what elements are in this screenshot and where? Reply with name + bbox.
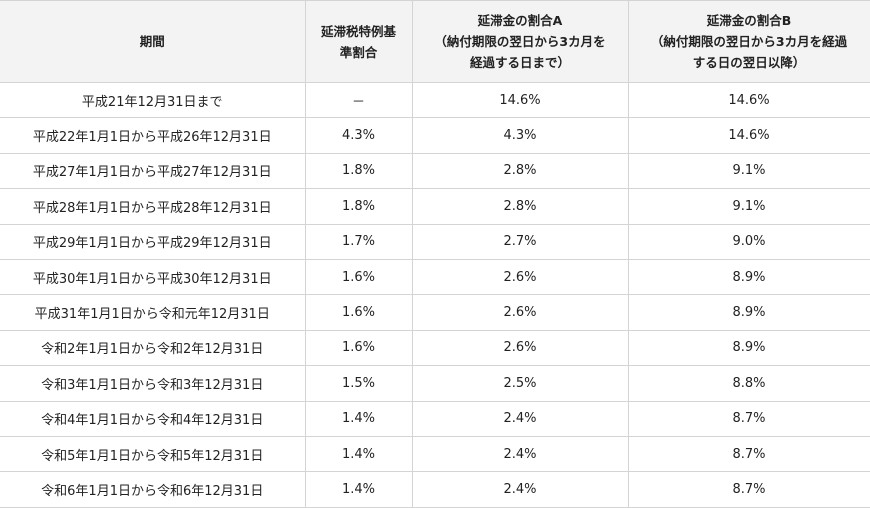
table-cell: 2.4% <box>411 400 629 437</box>
table-cell: 令和5年1月1日から令和5年12月31日 <box>0 435 306 473</box>
table-cell: 9.0% <box>627 223 870 260</box>
table-cell: 2.8% <box>411 188 629 225</box>
table-cell: 1.6% <box>304 294 413 331</box>
header-line: 延滞税特例基 <box>320 23 396 39</box>
header-cell: 延滞税特例基 準割合 <box>304 0 413 83</box>
table-cell: 8.9% <box>627 258 870 296</box>
table-cell: 2.6% <box>411 258 629 296</box>
header-row: 期間 延滞税特例基 準割合 延滞金の割合A （納付期限の翌日から3カ月を 経過する日まで）… <box>0 0 870 83</box>
table-cell: 2.6% <box>411 329 629 367</box>
header-cell: 延滞金の割合B （納付期限の翌日から3カ月を経過 する日の翌日以降） <box>627 0 870 83</box>
table-cell: 8.9% <box>627 329 870 367</box>
table-cell: 2.4% <box>411 435 629 473</box>
table-row: 平成29年1月1日から平成29年12月31日 1.7% 2.7% 9.0% <box>0 223 870 260</box>
table-cell: 9.1% <box>627 152 870 190</box>
table-cell: 1.4% <box>304 400 413 437</box>
table-cell: 平成21年12月31日まで <box>0 81 306 119</box>
table-cell: 1.7% <box>304 223 413 260</box>
header-line: 準割合 <box>339 44 378 60</box>
table-cell: 8.7% <box>627 471 870 508</box>
table-cell: － <box>304 81 413 119</box>
table-cell: 1.4% <box>304 435 413 473</box>
table-row: 平成31年1月1日から令和元年12月31日 1.6% 2.6% 8.9% <box>0 294 870 331</box>
table-cell: 令和6年1月1日から令和6年12月31日 <box>0 471 306 508</box>
table-cell: 平成30年1月1日から平成30年12月31日 <box>0 258 306 296</box>
table-cell: 2.7% <box>411 223 629 260</box>
header-cell: 期間 <box>0 0 306 83</box>
table-cell: 平成22年1月1日から平成26年12月31日 <box>0 117 306 154</box>
header-line: （納付期限の翌日から3カ月を経過 <box>650 34 848 49</box>
table-cell: 14.6% <box>627 117 870 154</box>
table-cell: 平成29年1月1日から平成29年12月31日 <box>0 223 306 260</box>
header-line: 期間 <box>139 34 165 49</box>
table-cell: 1.8% <box>304 188 413 225</box>
table-row: 令和2年1月1日から令和2年12月31日 1.6% 2.6% 8.9% <box>0 329 870 367</box>
table-cell: 1.6% <box>304 258 413 296</box>
table-cell: 2.4% <box>411 471 629 508</box>
table-row: 令和5年1月1日から令和5年12月31日 1.4% 2.4% 8.7% <box>0 435 870 473</box>
table-cell: 平成28年1月1日から平成28年12月31日 <box>0 188 306 225</box>
table-row: 令和4年1月1日から令和4年12月31日 1.4% 2.4% 8.7% <box>0 400 870 437</box>
header-cell: 延滞金の割合A （納付期限の翌日から3カ月を 経過する日まで） <box>411 0 629 83</box>
table-cell: 8.7% <box>627 435 870 473</box>
header-line: （納付期限の翌日から3カ月を <box>434 34 606 49</box>
table-cell: 8.7% <box>627 400 870 437</box>
table-cell: 平成27年1月1日から平成27年12月31日 <box>0 152 306 190</box>
table-cell: 4.3% <box>304 117 413 154</box>
header-line: 延滞金の割合A <box>477 13 563 28</box>
header-line: する日の翌日以降） <box>692 55 806 70</box>
header-line: 経過する日まで） <box>469 55 570 70</box>
table-row: 平成28年1月1日から平成28年12月31日 1.8% 2.8% 9.1% <box>0 188 870 225</box>
table-cell: 1.6% <box>304 329 413 367</box>
table-cell: 2.6% <box>411 294 629 331</box>
table-cell: 8.9% <box>627 294 870 331</box>
table-cell: 平成31年1月1日から令和元年12月31日 <box>0 294 306 331</box>
table-cell: 9.1% <box>627 188 870 225</box>
table-row: 平成21年12月31日まで－ 14.6% 14.6% <box>0 81 870 119</box>
table-cell: 14.6% <box>627 81 870 119</box>
table-row: 平成30年1月1日から平成30年12月31日 1.6% 2.6% 8.9% <box>0 258 870 296</box>
table-cell: 2.8% <box>411 152 629 190</box>
table-row: 令和3年1月1日から令和3年12月31日 1.5% 2.5% 8.8% <box>0 365 870 402</box>
header-line: 延滞金の割合B <box>706 13 792 28</box>
table-cell: 令和4年1月1日から令和4年12月31日 <box>0 400 306 437</box>
table-cell: 1.4% <box>304 471 413 508</box>
table-cell: 令和3年1月1日から令和3年12月31日 <box>0 365 306 402</box>
table-row: 令和6年1月1日から令和6年12月31日 1.4% 2.4% 8.7% <box>0 471 870 508</box>
table-row: 平成22年1月1日から平成26年12月31日 4.3% 4.3% 14.6% <box>0 117 870 154</box>
table-cell: 1.8% <box>304 152 413 190</box>
table-cell: 令和2年1月1日から令和2年12月31日 <box>0 329 306 367</box>
table-cell: 1.5% <box>304 365 413 402</box>
table-row: 平成27年1月1日から平成27年12月31日 1.8% 2.8% 9.1% <box>0 152 870 190</box>
table-cell: 8.8% <box>627 365 870 402</box>
table-cell: 4.3% <box>411 117 629 154</box>
table-cell: 2.5% <box>411 365 629 402</box>
table-cell: 14.6% <box>411 81 629 119</box>
